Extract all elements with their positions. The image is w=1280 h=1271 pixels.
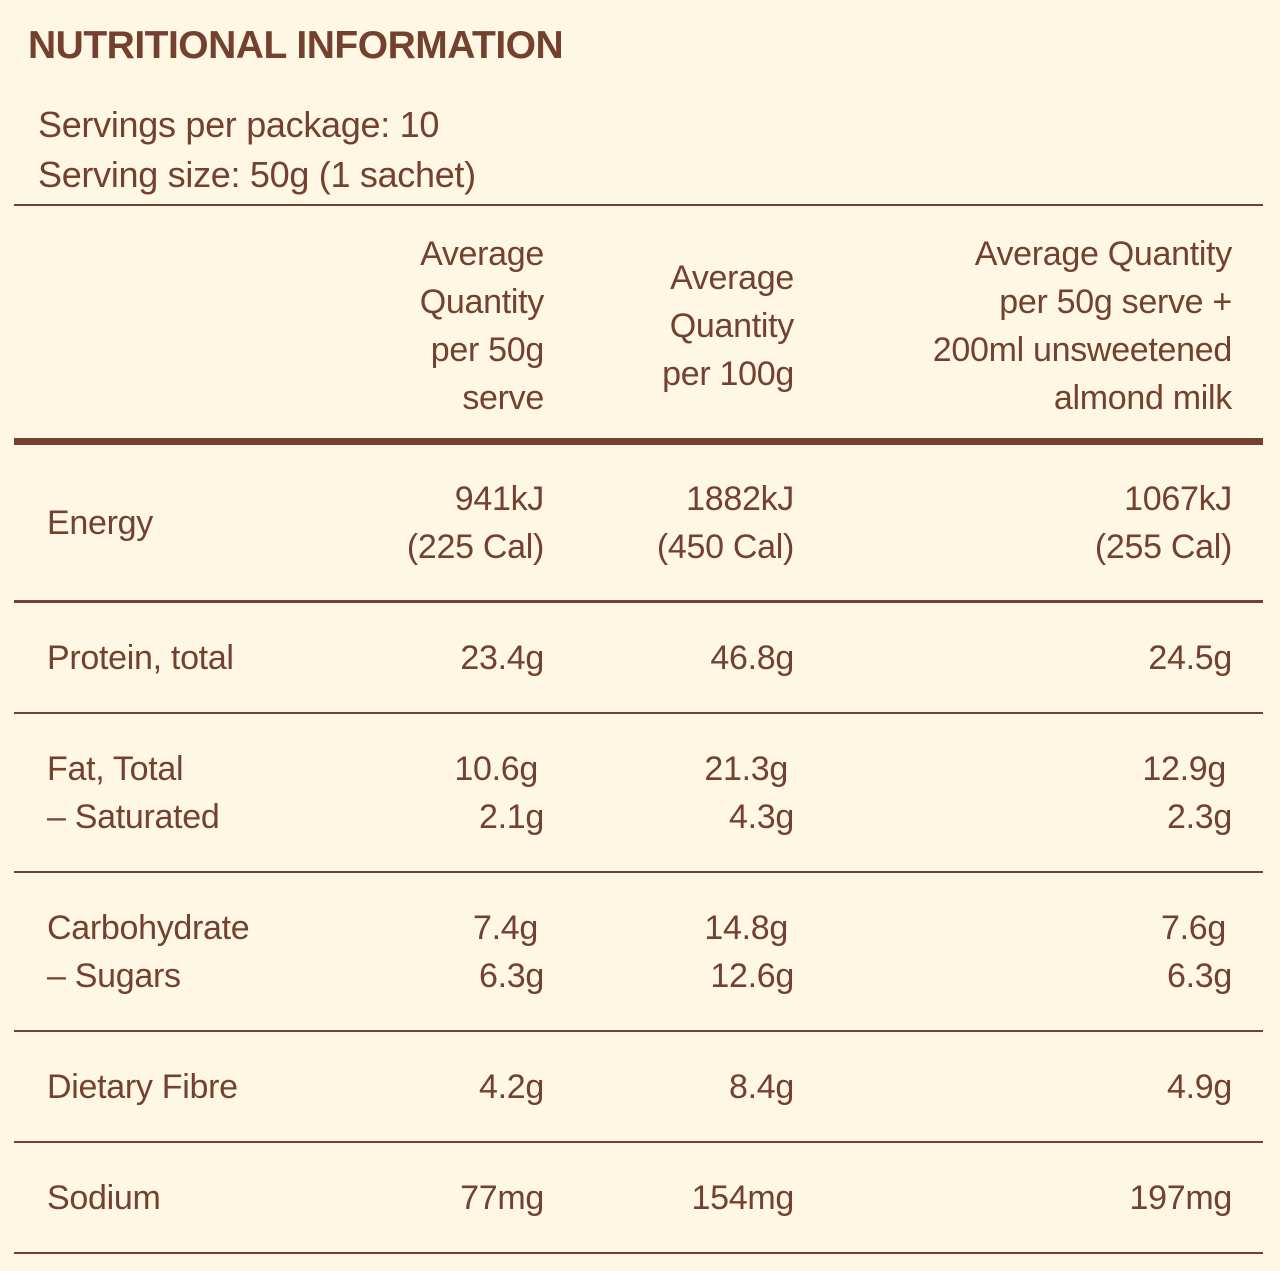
table-row-fat: Fat, Total – Saturated 10.6g 2.1g 21.3g …	[14, 714, 1263, 871]
row-label: Sodium	[47, 1178, 161, 1217]
value-per-serve-with-milk: 4.9g	[1167, 1067, 1232, 1106]
value-per-serve: 941kJ (225 Cal)	[406, 479, 544, 566]
value-per-serve: 10.6g 2.1g	[454, 749, 544, 836]
protein-rule	[14, 712, 1263, 714]
top-rule	[14, 204, 1263, 206]
value-per-serve-with-milk: 24.5g	[1148, 638, 1232, 677]
value-per-serve-with-milk: 1067kJ (255 Cal)	[1094, 479, 1232, 566]
value-per-100g: 8.4g	[729, 1067, 794, 1106]
value-per-serve-with-milk: 12.9g 2.3g	[1142, 749, 1232, 836]
table-header: Average Quantity per 50g serve Average Q…	[14, 230, 1263, 430]
row-label: Energy	[47, 503, 153, 542]
panel-title: NUTRITIONAL INFORMATION	[28, 24, 564, 67]
value-per-serve-with-milk: 7.6g 6.3g	[1161, 908, 1232, 995]
energy-rule	[14, 600, 1263, 603]
value-per-serve: 7.4g 6.3g	[473, 908, 544, 995]
serving-size: Serving size: 50g (1 sachet)	[38, 154, 476, 195]
table-row-energy: Energy 941kJ (225 Cal) 1882kJ (450 Cal) …	[14, 445, 1263, 600]
fibre-rule	[14, 1141, 1263, 1143]
value-per-serve: 4.2g	[479, 1067, 544, 1106]
row-label: Dietary Fibre	[47, 1067, 238, 1106]
header-per-serve-with-milk: Average Quantity per 50g serve + 200ml u…	[932, 235, 1233, 417]
value-per-serve: 77mg	[460, 1178, 544, 1217]
table-row-protein: Protein, total 23.4g 46.8g 24.5g	[14, 603, 1263, 712]
value-per-100g: 21.3g 4.3g	[704, 749, 794, 836]
value-per-100g: 1882kJ (450 Cal)	[656, 479, 794, 566]
serving-info: Servings per package: 10 Serving size: 5…	[38, 100, 476, 200]
value-per-100g: 154mg	[691, 1178, 795, 1217]
table-row-dietary-fibre: Dietary Fibre 4.2g 8.4g 4.9g	[14, 1032, 1263, 1141]
header-per-serve: Average Quantity per 50g serve	[419, 235, 545, 417]
servings-per-package: Servings per package: 10	[38, 104, 440, 145]
header-per-100g: Average Quantity per 100g	[662, 259, 794, 393]
row-label: Protein, total	[47, 638, 234, 677]
fat-rule	[14, 871, 1263, 873]
value-per-serve: 23.4g	[460, 638, 544, 677]
table-row-carbohydrate: Carbohydrate – Sugars 7.4g 6.3g 14.8g 12…	[14, 873, 1263, 1030]
value-per-100g: 14.8g 12.6g	[704, 908, 794, 995]
value-per-serve-with-milk: 197mg	[1129, 1178, 1233, 1217]
row-label: Fat, Total – Saturated	[47, 749, 220, 836]
sodium-rule	[14, 1252, 1263, 1254]
row-label: Carbohydrate – Sugars	[47, 908, 250, 995]
carbohydrate-rule	[14, 1030, 1263, 1032]
value-per-100g: 46.8g	[710, 638, 794, 677]
header-thick-rule	[14, 438, 1263, 445]
table-row-sodium: Sodium 77mg 154mg 197mg	[14, 1143, 1263, 1252]
